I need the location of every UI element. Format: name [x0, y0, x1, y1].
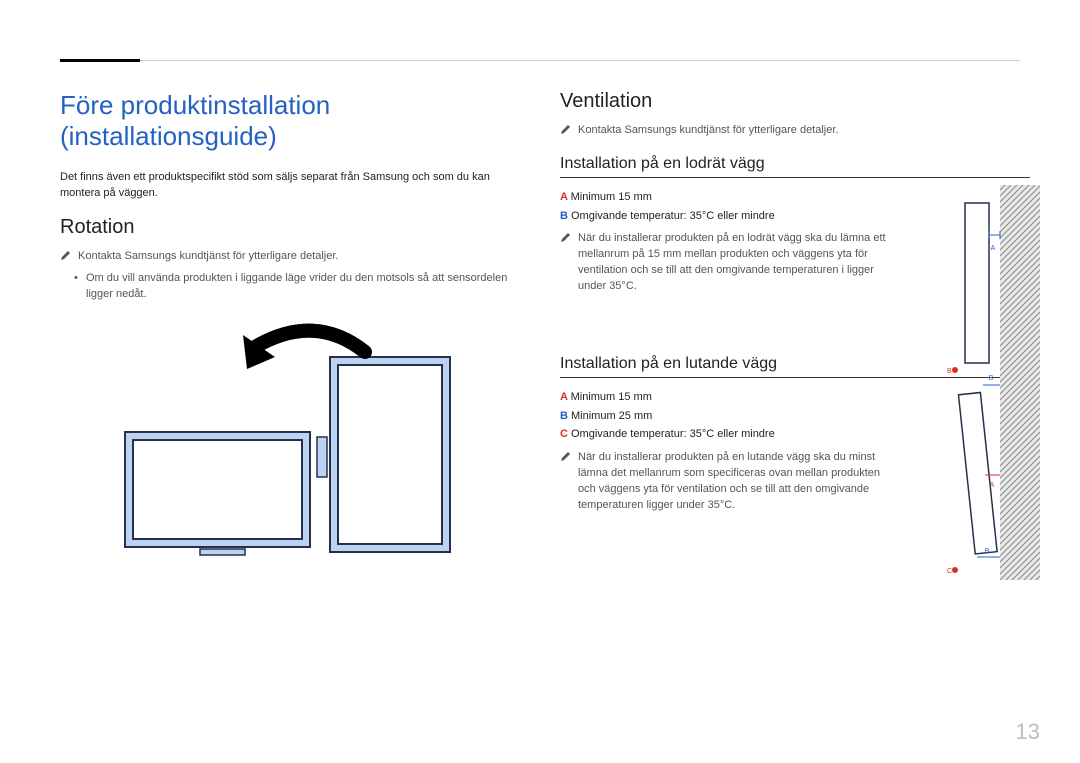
page-number: 13: [1016, 719, 1040, 745]
svg-text:B: B: [985, 548, 990, 555]
vertical-note-row: När du installerar produkten på en lodrä…: [560, 231, 890, 295]
tilted-legend: A Minimum 15 mm B Minimum 25 mm C Omgiva…: [560, 388, 890, 444]
pencil-icon: [560, 232, 571, 243]
rotation-heading: Rotation: [60, 216, 510, 239]
intro-text: Det finns även ett produktspecifikt stöd…: [60, 170, 510, 202]
tilted-text-block: A Minimum 15 mm B Minimum 25 mm C Omgiva…: [560, 388, 890, 514]
legend-a-text: Minimum 15 mm: [571, 191, 652, 203]
svg-text:A: A: [991, 245, 996, 252]
rotation-note-row: Kontakta Samsungs kundtjänst för ytterli…: [60, 249, 510, 265]
tilted-wall-section: Installation på en lutande vägg A Minimu…: [560, 355, 1030, 514]
label-c: C: [560, 428, 571, 440]
rotation-bullet-1: Om du vill använda produkten i liggande …: [74, 271, 510, 303]
label-b: B: [560, 410, 571, 422]
label-a: A: [560, 391, 571, 403]
rotation-diagram: [105, 317, 465, 587]
vertical-heading: Installation på en lodrät vägg: [560, 155, 1030, 178]
ventilation-heading: Ventilation: [560, 90, 1030, 113]
legend-b-text: Omgivande temperatur: 35°C eller mindre: [571, 210, 775, 222]
right-column: Ventilation Kontakta Samsungs kundtjänst…: [560, 90, 1030, 520]
label-b: B: [560, 210, 571, 222]
ventilation-note-text: Kontakta Samsungs kundtjänst för ytterli…: [578, 123, 838, 139]
tilted-wall-diagram: B A B C: [945, 365, 1040, 580]
label-a: A: [560, 191, 571, 203]
pencil-icon: [560, 451, 571, 462]
rotation-note-text: Kontakta Samsungs kundtjänst för ytterli…: [78, 249, 338, 265]
svg-text:C: C: [947, 568, 952, 575]
vertical-legend: A Minimum 15 mm B Omgivande temperatur: …: [560, 188, 890, 225]
vertical-wall-section: Installation på en lodrät vägg A Minimum…: [560, 155, 1030, 295]
tilted-note-row: När du installerar produkten på en lutan…: [560, 450, 890, 514]
left-column: Före produktinstallation (installationsg…: [60, 90, 510, 587]
tilted-note-text: När du installerar produkten på en lutan…: [578, 450, 890, 514]
main-title: Före produktinstallation (installationsg…: [60, 90, 510, 152]
pencil-icon: [60, 250, 71, 261]
rotation-bullets: Om du vill använda produkten i liggande …: [74, 271, 510, 303]
svg-text:B: B: [989, 375, 994, 382]
legend-b-text: Minimum 25 mm: [571, 410, 652, 422]
svg-text:A: A: [990, 482, 995, 489]
vertical-text-block: A Minimum 15 mm B Omgivande temperatur: …: [560, 188, 890, 295]
top-rule: [60, 60, 1020, 61]
pencil-icon: [560, 124, 571, 135]
legend-a-text: Minimum 15 mm: [571, 391, 652, 403]
vertical-note-text: När du installerar produkten på en lodrä…: [578, 231, 890, 295]
ventilation-note-row: Kontakta Samsungs kundtjänst för ytterli…: [560, 123, 1030, 139]
accent-bar: [60, 59, 140, 62]
legend-c-text: Omgivande temperatur: 35°C eller mindre: [571, 428, 775, 440]
